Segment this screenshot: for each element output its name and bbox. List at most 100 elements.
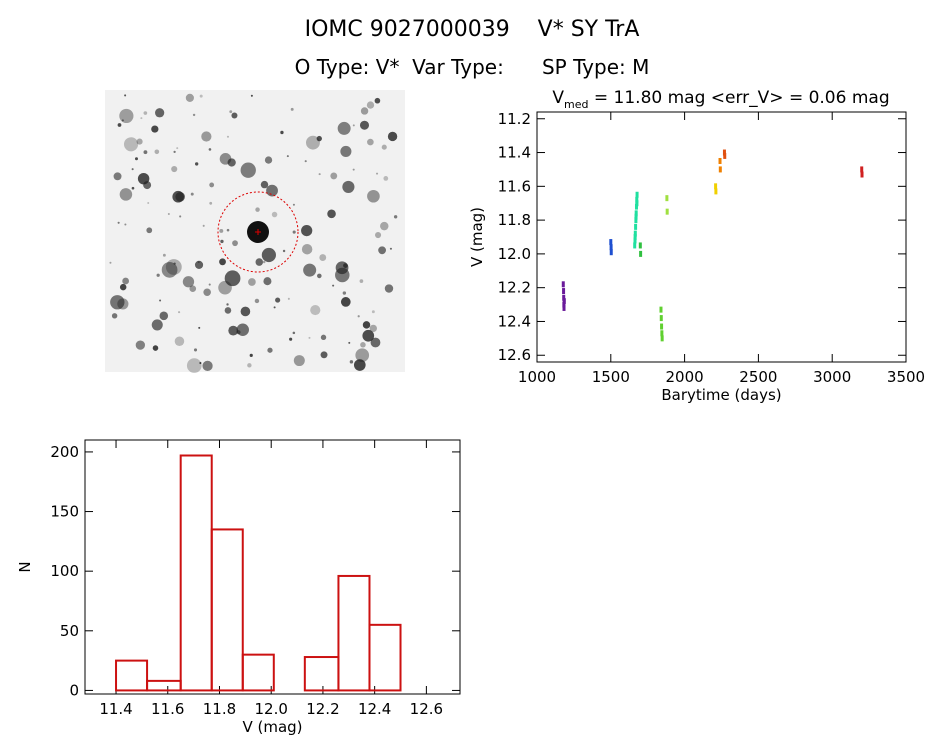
star [190, 192, 194, 196]
star [342, 291, 347, 295]
star [330, 172, 338, 180]
star [290, 107, 294, 111]
star [381, 144, 387, 150]
title-part: med [564, 98, 588, 111]
star [192, 113, 196, 117]
x-tick-label: 3500 [887, 368, 925, 386]
x-tick-label: 12.2 [306, 700, 339, 718]
star [229, 110, 233, 114]
star [227, 158, 236, 167]
star [343, 263, 348, 268]
star [119, 188, 133, 201]
point [860, 166, 864, 173]
star [353, 359, 366, 371]
star [162, 253, 166, 257]
bar [303, 656, 340, 692]
plot-frame [536, 111, 907, 363]
star [340, 145, 352, 157]
point [718, 166, 722, 173]
star [159, 311, 169, 321]
bar [337, 574, 371, 692]
star [199, 361, 202, 365]
star [340, 297, 351, 307]
plot-frame [84, 439, 461, 695]
star [228, 325, 239, 336]
star [366, 101, 375, 109]
star [332, 284, 335, 287]
star [113, 172, 122, 181]
point [634, 223, 638, 230]
x-tick-label: 2500 [739, 368, 777, 386]
star [318, 173, 321, 176]
star [208, 148, 212, 151]
point [634, 203, 638, 210]
star [362, 329, 375, 342]
point [562, 294, 566, 301]
x-axis-label: V (mag) [242, 718, 302, 736]
star [378, 246, 386, 255]
star [134, 157, 138, 161]
star [316, 135, 322, 142]
star [231, 112, 238, 119]
star [383, 176, 389, 181]
star [271, 211, 278, 218]
star [263, 277, 272, 286]
star [282, 249, 286, 253]
point [635, 191, 639, 198]
point [665, 195, 669, 202]
x-tick-label: 12.6 [410, 700, 443, 718]
title-part: = 11.80 mag <err_V> = 0.06 mag [588, 88, 889, 108]
star [240, 162, 256, 178]
title: IOMC 9027000039 V* SY TrA [305, 17, 640, 42]
star [140, 117, 143, 120]
star [292, 230, 296, 234]
star [209, 201, 213, 205]
bar [368, 623, 402, 692]
star [317, 273, 322, 279]
star [319, 254, 327, 261]
star [226, 303, 229, 306]
star [194, 162, 199, 166]
point [562, 301, 566, 308]
star [174, 336, 185, 347]
point [638, 242, 642, 249]
bar [241, 653, 275, 692]
point [860, 171, 864, 178]
star [355, 348, 370, 363]
point [660, 335, 664, 342]
star [306, 135, 320, 150]
star [135, 340, 145, 350]
star [136, 138, 143, 145]
star [289, 337, 293, 341]
star [131, 186, 135, 190]
star [155, 108, 165, 118]
star [182, 276, 195, 288]
star [393, 215, 398, 219]
star [173, 150, 176, 153]
star [119, 108, 134, 124]
star [304, 160, 307, 163]
point [633, 230, 637, 237]
star [342, 180, 355, 194]
star [280, 130, 284, 135]
star [371, 310, 375, 314]
x-tick-label: 2000 [666, 368, 704, 386]
y-tick-label: 11.4 [498, 144, 531, 162]
star [109, 261, 112, 264]
star [327, 209, 336, 219]
point [633, 242, 637, 249]
x-tick-label: 12.0 [255, 700, 288, 718]
point [718, 157, 722, 164]
y-tick-label: 100 [50, 562, 79, 580]
star [189, 285, 197, 293]
x-tick-label: 1000 [518, 368, 556, 386]
point [659, 315, 663, 322]
star [362, 321, 371, 329]
star [124, 223, 127, 226]
point [609, 249, 613, 256]
star [171, 165, 178, 173]
star [308, 336, 311, 339]
star [352, 124, 355, 127]
star [232, 240, 238, 247]
target-circle [217, 191, 299, 273]
